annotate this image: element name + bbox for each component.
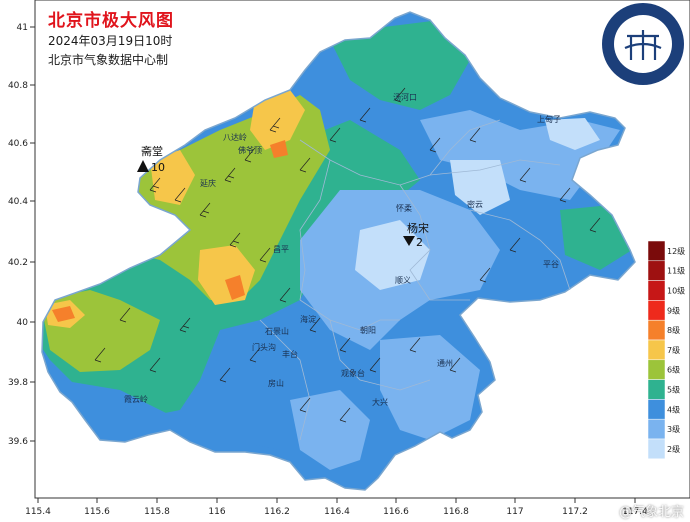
legend-swatch bbox=[647, 300, 666, 321]
place-label: 霞云岭 bbox=[124, 394, 148, 404]
legend-swatch bbox=[647, 319, 666, 341]
legend: 12级 11级 10级 9级 8级 7级 6级 5级 4级 3级 2级 bbox=[647, 240, 685, 460]
y-tick-label: 41 bbox=[17, 23, 28, 33]
x-tick-label: 115.4 bbox=[25, 507, 51, 517]
triangle-marker-icon bbox=[403, 236, 415, 246]
map-title: 北京市极大风图 bbox=[48, 11, 174, 31]
x-tick-label: 117.2 bbox=[562, 507, 588, 517]
place-label: 大兴 bbox=[372, 397, 388, 407]
place-label: 通州 bbox=[437, 358, 453, 368]
legend-swatch bbox=[647, 379, 666, 400]
station-zhaitang: 斋堂 10 bbox=[137, 144, 165, 174]
y-tick-label: 39.8 bbox=[8, 378, 28, 388]
legend-swatch bbox=[647, 359, 666, 380]
legend-label: 4级 bbox=[667, 404, 680, 414]
x-tick-label: 117 bbox=[506, 507, 523, 517]
y-tick-label: 40.8 bbox=[8, 81, 28, 91]
station-name: 斋堂 bbox=[141, 144, 163, 158]
place-label: 密云 bbox=[467, 199, 483, 209]
y-tick-label: 40.4 bbox=[8, 197, 28, 207]
district-borders bbox=[259, 119, 571, 441]
legend-swatch bbox=[647, 240, 666, 262]
place-label: 延庆 bbox=[200, 178, 216, 188]
legend-swatch bbox=[647, 418, 666, 440]
axes-frame bbox=[34, 0, 690, 499]
place-label: 怀柔 bbox=[396, 203, 412, 213]
station-value: 10 bbox=[151, 161, 165, 174]
legend-swatch bbox=[647, 339, 666, 361]
watermark: @气象北京 bbox=[618, 505, 684, 520]
y-tick-label: 40.6 bbox=[8, 139, 28, 149]
place-label: 平谷 bbox=[543, 260, 559, 269]
x-axis: 115.4 115.6 115.8 116 116.2 116.4 116.6 … bbox=[25, 498, 648, 517]
place-label: 朝阳 bbox=[360, 326, 376, 335]
station-yangsong: 杨宋 2 bbox=[403, 221, 429, 249]
bms-logo bbox=[602, 3, 684, 85]
place-label: 房山 bbox=[268, 378, 284, 388]
x-tick-label: 116.8 bbox=[443, 507, 469, 517]
place-label: 观象台 bbox=[341, 368, 365, 378]
x-tick-label: 116.6 bbox=[383, 507, 409, 517]
x-tick-label: 117.4 bbox=[622, 507, 648, 517]
map-producer: 北京市气象数据中心制 bbox=[48, 53, 169, 67]
place-label: 八达岭 bbox=[223, 132, 247, 142]
legend-swatch bbox=[647, 260, 666, 281]
x-tick-label: 116.4 bbox=[324, 507, 350, 517]
place-names: 汤河口 上甸子 延庆 昌平 密云 怀柔 平谷 顺义 霞云岭 海淀 朝阳 石景山 … bbox=[124, 92, 561, 407]
legend-label: 5级 bbox=[667, 385, 680, 395]
x-tick-label: 115.8 bbox=[144, 507, 170, 517]
legend-label: 2级 bbox=[667, 444, 680, 454]
x-tick-label: 115.6 bbox=[84, 507, 110, 517]
legend-label: 11级 bbox=[667, 266, 685, 276]
place-label: 丰台 bbox=[282, 349, 298, 359]
legend-label: 7级 bbox=[667, 345, 680, 355]
legend-swatch bbox=[647, 438, 666, 460]
y-tick-label: 40 bbox=[17, 318, 29, 328]
legend-label: 6级 bbox=[667, 365, 680, 375]
legend-label: 3级 bbox=[667, 424, 680, 434]
x-tick-label: 116.2 bbox=[264, 507, 290, 517]
map-datetime: 2024年03月19日10时 bbox=[48, 34, 173, 48]
y-axis: 41 40.8 40.6 40.4 40.2 40 39.8 39.6 bbox=[8, 23, 35, 447]
x-tick-label: 116 bbox=[208, 507, 225, 517]
place-label: 汤河口 bbox=[393, 92, 417, 102]
legend-label: 9级 bbox=[667, 305, 680, 315]
station-value: 2 bbox=[416, 236, 423, 249]
station-name: 杨宋 bbox=[407, 221, 429, 235]
y-tick-label: 40.2 bbox=[8, 258, 28, 268]
triangle-marker-icon bbox=[137, 160, 149, 172]
place-label: 顺义 bbox=[395, 276, 411, 285]
place-label: 昌平 bbox=[273, 245, 289, 254]
legend-label: 10级 bbox=[667, 286, 685, 296]
legend-swatch bbox=[647, 280, 666, 301]
y-tick-label: 39.6 bbox=[8, 437, 28, 447]
legend-swatch bbox=[647, 399, 666, 420]
place-label: 佛爷顶 bbox=[238, 145, 262, 155]
legend-label: 12级 bbox=[667, 246, 685, 256]
place-label: 门头沟 bbox=[252, 342, 276, 352]
logo-emblem-icon bbox=[624, 30, 662, 60]
wind-barbs bbox=[94, 87, 601, 423]
place-label: 石景山 bbox=[265, 326, 289, 336]
legend-label: 8级 bbox=[667, 325, 680, 335]
place-label: 海淀 bbox=[300, 314, 316, 324]
place-label: 上甸子 bbox=[537, 114, 561, 124]
